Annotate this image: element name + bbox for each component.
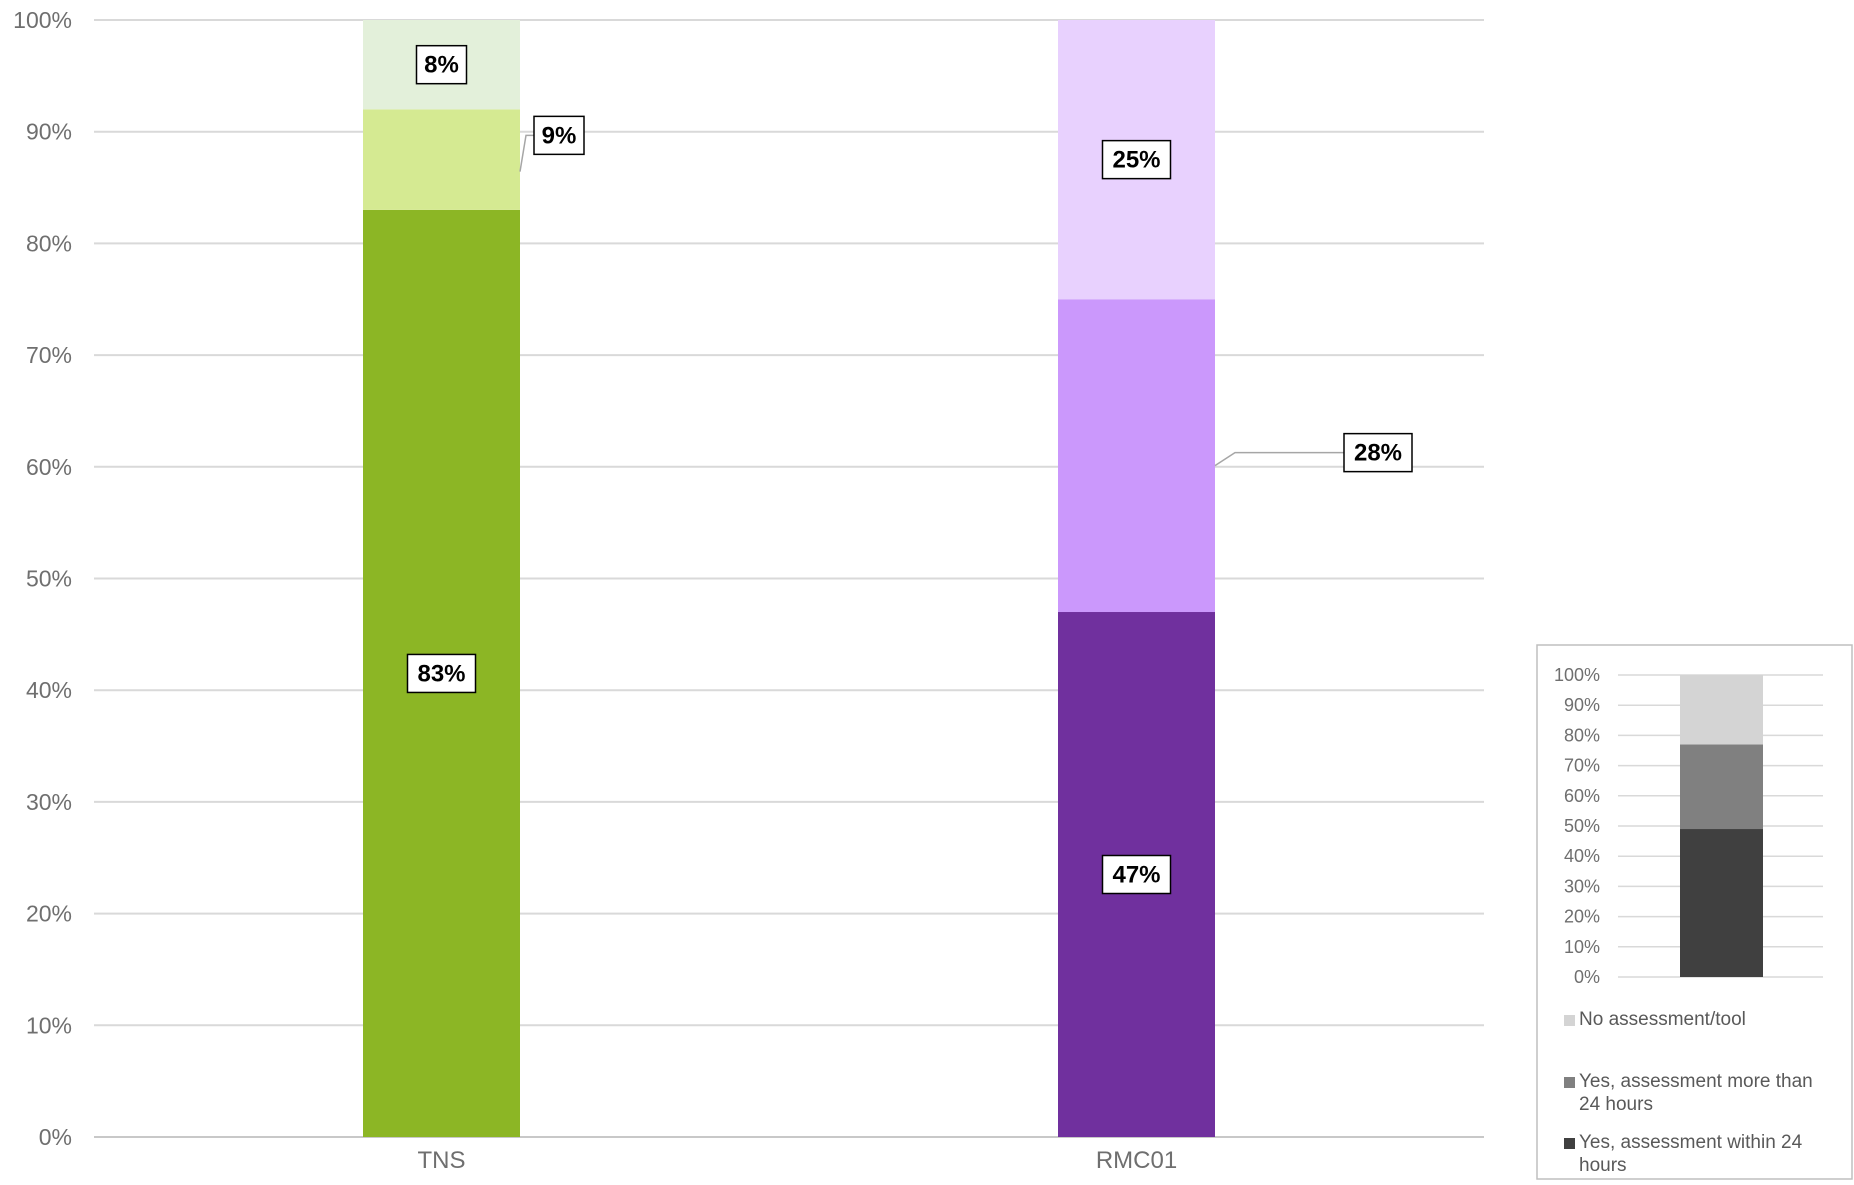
data-label: 9% <box>542 122 577 149</box>
data-label-box <box>1343 432 1413 473</box>
data-label-box <box>533 115 585 156</box>
legend-y-tick-label: 90% <box>1564 695 1600 715</box>
y-tick-label: 70% <box>26 342 72 368</box>
data-label: 8% <box>424 52 459 79</box>
legend-swatch <box>1564 1015 1575 1026</box>
legend-y-tick-label: 30% <box>1564 876 1600 896</box>
y-tick-label: 80% <box>26 230 72 256</box>
bar-segment <box>1058 299 1215 613</box>
legend-label: Yes, assessment within 24 hours <box>1579 1132 1803 1176</box>
legend-y-tick-label: 0% <box>1574 967 1600 987</box>
legend-y-tick-label: 40% <box>1564 846 1600 866</box>
y-tick-label: 60% <box>26 454 72 480</box>
y-tick-label: 100% <box>13 7 72 33</box>
data-label-box <box>415 44 468 85</box>
legend-y-tick-label: 50% <box>1564 816 1600 836</box>
legend-swatch <box>1564 1077 1575 1088</box>
bar-segment <box>363 109 520 210</box>
y-tick-label: 30% <box>26 789 72 815</box>
data-label-leader <box>519 134 534 172</box>
legend-example-segment <box>1680 829 1763 977</box>
legend-swatch <box>1564 1138 1575 1149</box>
data-label-box <box>406 653 477 694</box>
y-tick-label: 90% <box>26 119 72 145</box>
legend-label: Yes, assessment more than 24 hours <box>1579 1071 1813 1115</box>
data-label-leader <box>1214 451 1344 467</box>
x-tick-label: TNS <box>418 1147 466 1174</box>
legend-y-tick-label: 80% <box>1564 725 1600 745</box>
legend-y-tick-label: 70% <box>1564 756 1600 776</box>
y-tick-label: 40% <box>26 677 72 703</box>
data-label: 25% <box>1112 147 1160 174</box>
legend-y-tick-label: 60% <box>1564 786 1600 806</box>
legend-y-tick-label: 100% <box>1554 665 1600 685</box>
y-tick-label: 50% <box>26 566 72 592</box>
data-label: 28% <box>1354 440 1402 467</box>
data-label-box <box>1101 854 1172 895</box>
data-label-box <box>1101 139 1172 180</box>
legend-example-segment <box>1680 744 1763 830</box>
legend-y-tick-label: 10% <box>1564 937 1600 957</box>
y-tick-label: 10% <box>26 1012 72 1038</box>
legend-label: No assessment/tool <box>1579 1009 1746 1030</box>
y-tick-label: 20% <box>26 901 72 927</box>
legend-example-segment <box>1680 675 1763 745</box>
y-tick-label: 0% <box>39 1124 72 1150</box>
data-label: 47% <box>1112 862 1160 889</box>
data-label: 83% <box>417 660 465 687</box>
legend-y-tick-label: 20% <box>1564 907 1600 927</box>
x-tick-label: RMC01 <box>1096 1147 1177 1174</box>
